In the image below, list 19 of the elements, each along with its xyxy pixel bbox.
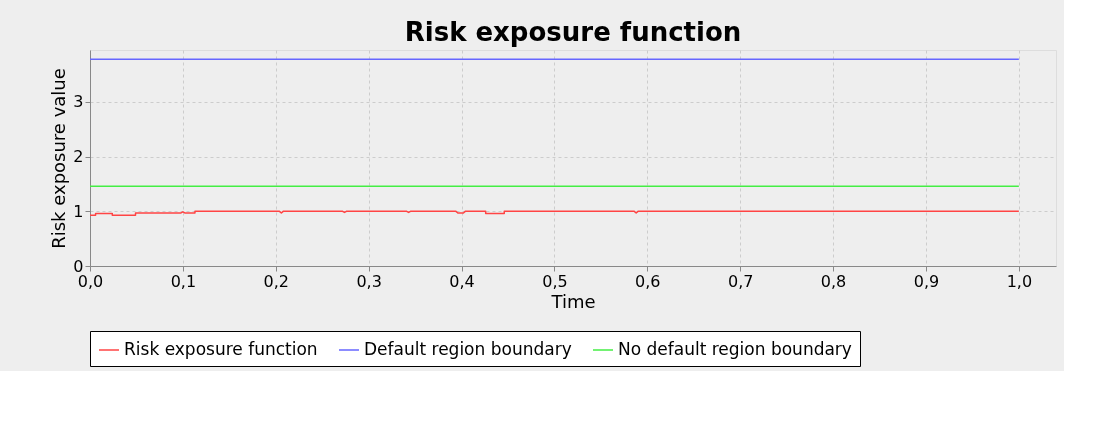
x-tick-label: 0,3 <box>356 271 382 291</box>
x-tick-label: 0,1 <box>170 271 197 291</box>
x-axis-title: Time <box>550 290 596 312</box>
legend-label: Risk exposure function <box>124 339 318 359</box>
x-tick-label: 1,0 <box>1006 271 1033 291</box>
x-tick-label: 0,7 <box>727 271 754 291</box>
y-tick-label: 3 <box>73 92 84 112</box>
x-tick-label: 0,4 <box>449 271 475 291</box>
legend-label: No default region boundary <box>618 339 852 359</box>
x-tick-label: 0,9 <box>913 271 940 291</box>
x-tick-label: 0,2 <box>263 271 289 291</box>
x-tick-label: 0,5 <box>542 271 568 291</box>
y-tick-label: 1 <box>73 201 84 221</box>
y-axis-title: Risk exposure value <box>48 68 70 249</box>
x-tick-label: 0,8 <box>820 271 847 291</box>
legend-label: Default region boundary <box>364 339 572 359</box>
x-tick-label: 0,6 <box>635 271 661 291</box>
chart-title: Risk exposure function <box>404 17 742 47</box>
y-tick-label: 2 <box>73 147 84 167</box>
